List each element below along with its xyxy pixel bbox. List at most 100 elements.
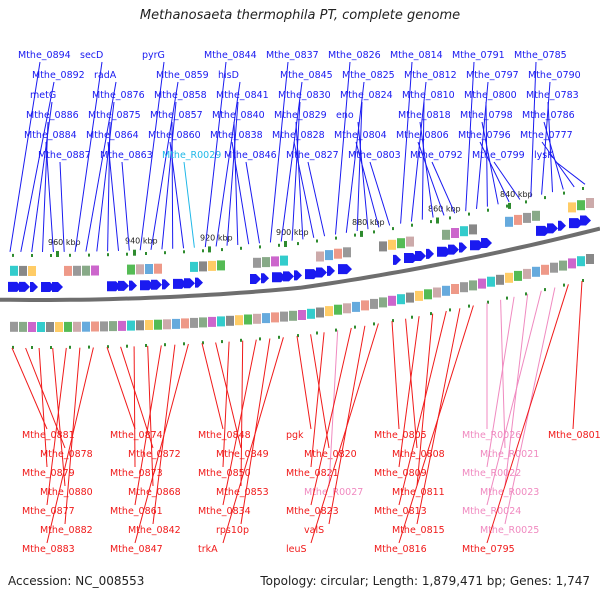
track-tick [259,337,261,341]
leader-line [398,316,420,468]
gene-label-mthe-0846: Mthe_0846 [224,150,277,161]
annotation-block [577,256,585,267]
annotation-block [460,226,468,237]
leader-line [59,161,65,252]
leader-line [345,81,365,233]
track-tick [487,300,489,304]
annotation-block [568,202,576,213]
leader-line [231,141,250,245]
gene-label-mthe-0860: Mthe_0860 [148,130,201,141]
gene-label-mthe-0837: Mthe_0837 [266,50,319,61]
gene-label-mthe-0861: Mthe_0861 [110,506,163,517]
forward-gene-arrow [404,252,418,263]
annotation-block [514,270,522,281]
scale-tick [208,246,211,253]
track-tick [316,239,318,243]
annotation-block [586,198,594,208]
annotation-block [262,313,270,324]
annotation-block [550,262,558,273]
track-tick [12,345,14,349]
track-tick [335,328,337,332]
topology-label: Topology: circular; Length: 1,879,471 bp… [260,574,590,588]
annotation-block [253,313,261,324]
annotation-block [343,303,351,314]
annotation-block [208,316,216,327]
gene-label-mthe-r0024: Mthe_R0024 [462,506,521,517]
gene-label-mthe-0853: Mthe_0853 [216,487,269,498]
leader-line [485,101,488,207]
annotation-block [316,307,324,318]
annotation-block [154,263,162,274]
annotation-block [10,321,18,332]
annotation-block [478,278,486,289]
gene-label-mthe-0783: Mthe_0783 [526,90,579,101]
gene-label-trka: trkA [198,544,218,555]
gene-label-mthe-0808: Mthe_0808 [392,449,445,460]
gene-label-mthe-0799: Mthe_0799 [472,150,525,161]
annotation-block [145,320,153,330]
track-tick [544,196,546,200]
gene-label-mthe-0814: Mthe_0814 [390,50,443,61]
track-tick [468,212,470,216]
track-tick [487,208,489,212]
leader-line [479,141,510,203]
leader-line [541,141,575,188]
leader-line [398,310,447,506]
gene-label-mthe-0873: Mthe_0873 [110,468,163,479]
leader-line [222,337,284,544]
leader-line [20,81,55,252]
leader-line [555,161,586,185]
annotation-block [451,228,459,238]
forward-gene-arrow [283,271,294,282]
track-tick [449,216,451,220]
track-tick [202,341,204,345]
track-tick [335,236,337,240]
leader-line [296,336,312,430]
annotation-block [82,265,90,276]
gene-label-mthe-0857: Mthe_0857 [150,110,203,121]
scale-label: 920 kbp [200,233,233,242]
leader-line [543,121,564,190]
forward-gene-arrow [140,280,154,291]
leader-line [147,345,154,487]
gene-label-mthe-0883: Mthe_0883 [22,544,75,555]
annotation-block [82,321,90,332]
forward-gene-arrow [415,250,426,261]
annotation-block [127,264,135,275]
leader-line [417,141,445,216]
annotation-block [397,238,405,249]
leader-line [139,61,165,251]
scale-tick [360,230,363,237]
gene-label-mthe-0840: Mthe_0840 [212,110,265,121]
gene-label-mthe-0777: Mthe_0777 [520,130,573,141]
gene-label-mthe-0829: Mthe_0829 [274,110,327,121]
gene-label-mthe-0796: Mthe_0796 [458,130,511,141]
annotation-block [307,308,315,319]
track-tick [563,191,565,195]
gene-label-mthe-0811: Mthe_0811 [392,487,445,498]
gene-label-mthe-r0029: Mthe_R0029 [162,150,221,161]
leader-line [222,341,230,468]
leader-line [293,141,315,238]
gene-label-mthe-0868: Mthe_0868 [128,487,181,498]
gene-label-mthe-0838: Mthe_0838 [210,130,263,141]
annotation-block [280,311,288,322]
leader-line [405,318,418,449]
leader-line [46,347,67,506]
leader-line [134,343,189,544]
leader-line [150,81,179,250]
gene-label-mthe-r0025: Mthe_R0025 [480,525,539,536]
forward-gene-arrow [118,280,129,291]
scale-label: 880 kbp [352,218,385,227]
gene-label-mthe-0810: Mthe_0810 [402,90,455,101]
gene-label-mthe-0847: Mthe_0847 [110,544,163,555]
annotation-block [415,290,423,301]
forward-gene-arrow [162,279,170,290]
gene-label-mthe-0797: Mthe_0797 [466,70,519,81]
annotation-block [37,322,45,332]
annotation-block [460,282,468,293]
gene-label-mthe-0823: Mthe_0823 [286,506,339,517]
gene-label-mthe-0876: Mthe_0876 [92,90,145,101]
annotation-block [127,320,135,331]
gene-label-mthe-0792: Mthe_0792 [410,150,463,161]
